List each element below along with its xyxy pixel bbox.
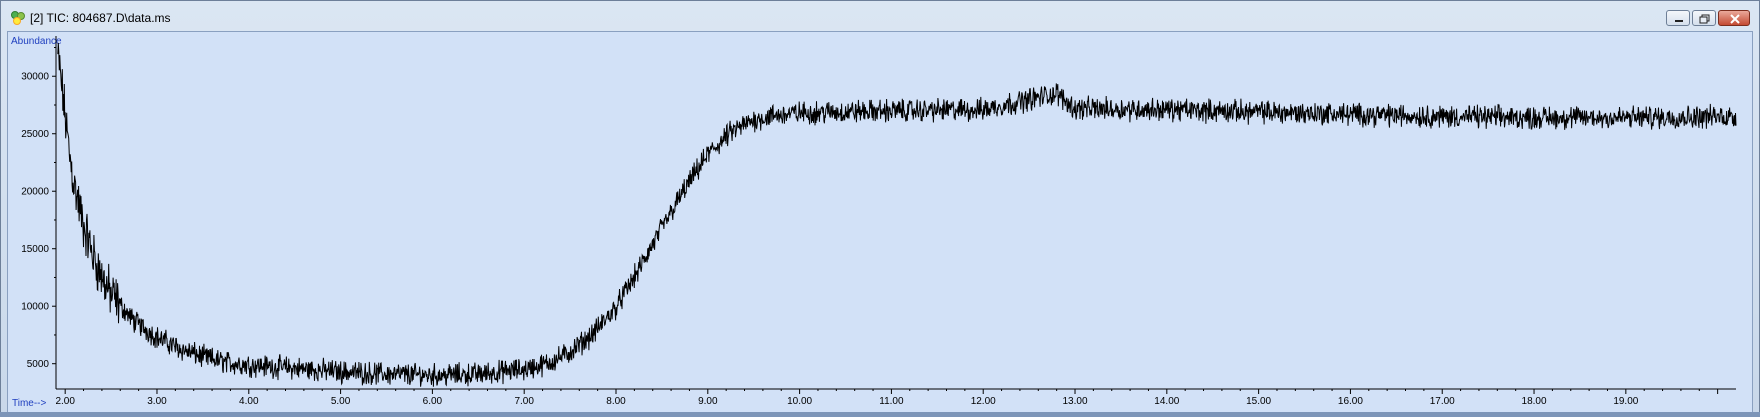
y-tick-label: 20000 bbox=[21, 187, 49, 198]
x-tick-label: 10.00 bbox=[787, 396, 812, 407]
x-tick-label: 13.00 bbox=[1063, 396, 1088, 407]
x-tick-label: 7.00 bbox=[514, 396, 534, 407]
title-bar[interactable]: [2] TIC: 804687.D\data.ms bbox=[1, 1, 1759, 31]
x-tick-label: 17.00 bbox=[1430, 396, 1455, 407]
y-tick-label: 10000 bbox=[21, 302, 49, 313]
x-tick-label: 19.00 bbox=[1613, 396, 1638, 407]
maximize-button[interactable] bbox=[1692, 10, 1716, 26]
x-tick-label: 15.00 bbox=[1246, 396, 1271, 407]
x-tick-label: 5.00 bbox=[331, 396, 351, 407]
close-button[interactable] bbox=[1718, 10, 1750, 26]
x-tick-label: 8.00 bbox=[606, 396, 626, 407]
x-axis-ticks: 2.00 3.00 4.00 5.00 6.00 7.00 8.00 9.00 10.00 11.… bbox=[55, 389, 1719, 407]
x-tick-label: 6.00 bbox=[423, 396, 443, 407]
y-tick-label: 30000 bbox=[21, 72, 49, 83]
y-axis-label: Abundance bbox=[11, 36, 62, 47]
x-tick-label: 14.00 bbox=[1154, 396, 1179, 407]
tic-trace bbox=[57, 42, 1737, 387]
y-tick-label: 5000 bbox=[27, 359, 50, 370]
restore-icon bbox=[1699, 14, 1710, 24]
x-tick-label: 11.00 bbox=[879, 396, 904, 407]
chromatogram-plot-area[interactable]: 5000 10000 15000 20000 25000 30000 2.00 3.00 4.… bbox=[7, 31, 1753, 413]
x-tick-label: 4.00 bbox=[239, 396, 259, 407]
close-icon bbox=[1730, 14, 1740, 24]
y-tick-label: 15000 bbox=[21, 244, 49, 255]
x-tick-label: 12.00 bbox=[971, 396, 996, 407]
minimize-icon bbox=[1675, 20, 1683, 22]
window-bottom-edge bbox=[0, 412, 1760, 417]
chart-axes bbox=[55, 36, 1736, 390]
minimize-button[interactable] bbox=[1666, 10, 1690, 26]
x-tick-label: 16.00 bbox=[1338, 396, 1363, 407]
tic-chart[interactable]: 5000 10000 15000 20000 25000 30000 2.00 3.00 4.… bbox=[8, 32, 1752, 412]
x-tick-label: 2.00 bbox=[55, 396, 75, 407]
window-title: [2] TIC: 804687.D\data.ms bbox=[30, 11, 171, 25]
x-tick-label: 18.00 bbox=[1522, 396, 1547, 407]
y-axis-ticks: 5000 10000 15000 20000 25000 30000 bbox=[21, 46, 56, 370]
chemstation-app-icon bbox=[11, 11, 25, 25]
x-axis-label: Time--> bbox=[12, 398, 47, 409]
x-tick-label: 3.00 bbox=[147, 396, 167, 407]
x-tick-label: 9.00 bbox=[698, 396, 718, 407]
y-tick-label: 25000 bbox=[21, 129, 49, 140]
